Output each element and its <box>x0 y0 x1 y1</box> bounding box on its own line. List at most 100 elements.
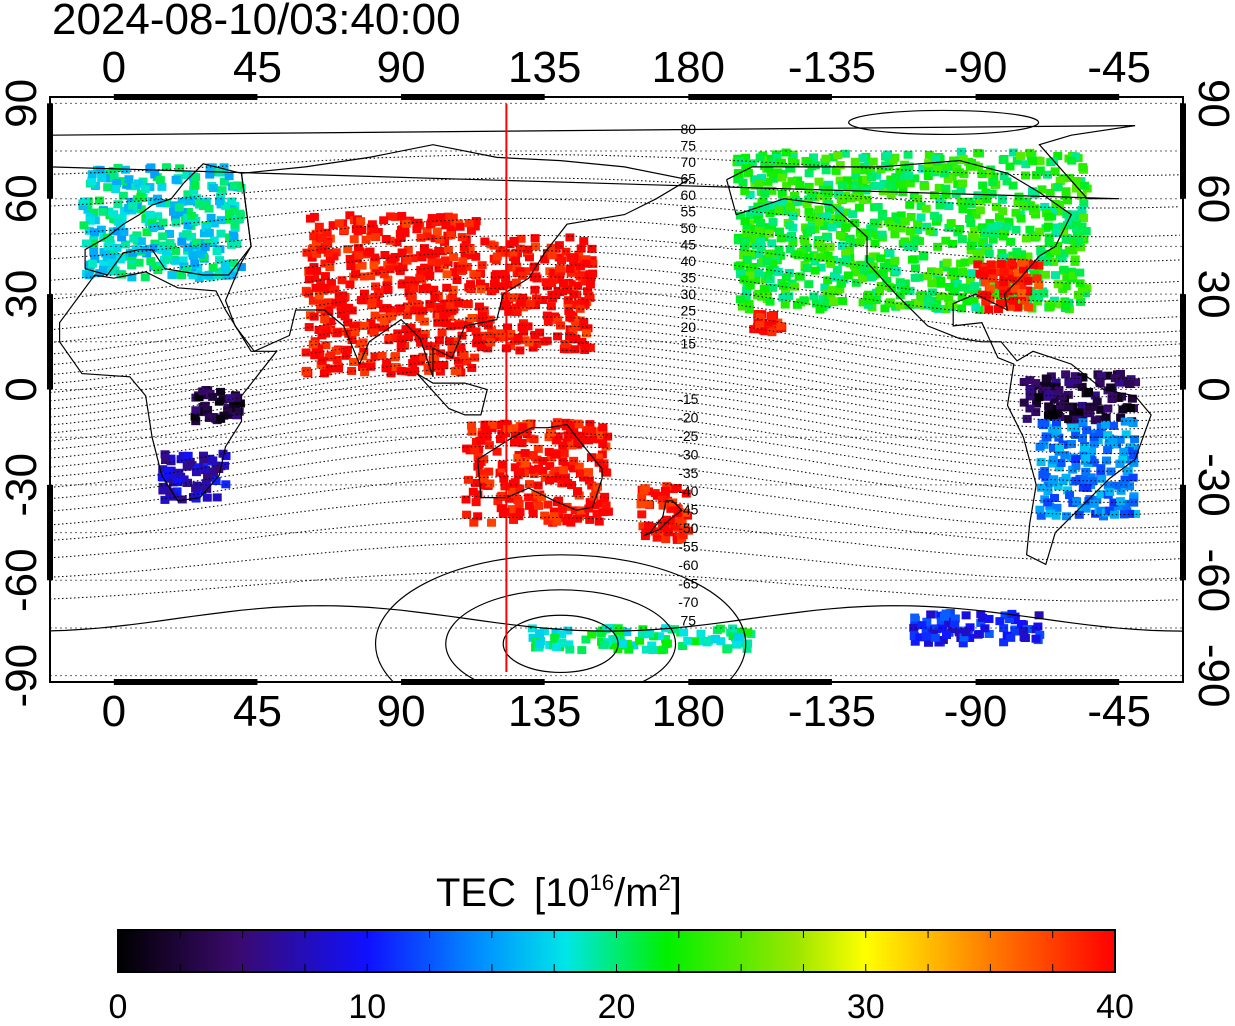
tec-cell <box>954 168 964 177</box>
tec-cell <box>377 351 387 360</box>
tec-cell <box>89 208 99 217</box>
tec-cell <box>153 212 163 221</box>
tec-cell <box>792 300 802 309</box>
tec-cell <box>818 295 828 304</box>
dip-label: -45 <box>678 502 698 518</box>
tec-cell <box>551 450 561 459</box>
tec-cell <box>513 333 523 342</box>
tec-cell <box>1035 156 1045 165</box>
tec-cell <box>175 164 185 173</box>
tec-cell <box>816 253 826 262</box>
tec-cell <box>872 230 882 239</box>
tec-cell <box>803 253 813 262</box>
tec-cell <box>305 214 315 223</box>
tec-cell <box>314 222 324 231</box>
tec-cell <box>484 441 494 450</box>
tec-cell <box>503 324 513 333</box>
tec-cell <box>402 256 412 265</box>
tec-cell <box>87 177 97 186</box>
tec-cell <box>108 258 118 267</box>
tec-cell <box>1071 423 1081 432</box>
tec-cell <box>1048 455 1058 464</box>
tec-cell <box>773 168 783 177</box>
tec-cell <box>674 516 684 525</box>
tec-cell <box>1021 234 1031 243</box>
tec-cell <box>886 190 896 199</box>
tec-cell <box>221 201 231 210</box>
tec-cell <box>553 316 563 325</box>
tec-cell <box>836 231 846 240</box>
tec-cell <box>196 250 206 259</box>
tec-cell <box>1039 289 1049 298</box>
tec-cell <box>423 342 433 351</box>
tec-cell <box>643 521 653 530</box>
tec-region <box>749 309 787 337</box>
tec-cell <box>767 223 777 232</box>
x-tick-label: -135 <box>788 43 876 92</box>
tec-cell <box>487 420 497 429</box>
tec-cell <box>190 492 200 501</box>
tec-cell <box>781 148 791 157</box>
tec-cell <box>972 287 982 296</box>
tec-cell <box>580 297 590 306</box>
tec-cell <box>534 464 544 473</box>
tec-cell <box>739 251 749 260</box>
tec-cell <box>858 195 868 204</box>
tec-cell <box>471 271 481 280</box>
tec-cell <box>408 254 418 263</box>
tec-cell <box>450 268 460 277</box>
tec-cell <box>1025 376 1035 385</box>
tec-cell <box>465 446 475 455</box>
tec-cell <box>187 232 197 241</box>
tec-cell <box>1076 243 1086 252</box>
tec-cell <box>1002 177 1012 186</box>
dip-contours <box>50 109 1180 682</box>
tec-cell <box>338 291 348 300</box>
tec-cell <box>471 327 481 336</box>
tec-cell <box>1100 420 1110 429</box>
tec-cell <box>524 493 534 502</box>
tec-cell <box>1008 296 1018 305</box>
tec-cell <box>1128 473 1138 482</box>
tec-cell <box>738 178 748 187</box>
tec-cell <box>557 479 567 488</box>
tec-cell <box>1129 458 1139 467</box>
tec-cell <box>666 504 676 513</box>
tec-cell <box>406 323 416 332</box>
dip-contour <box>50 177 1180 209</box>
tec-cell <box>1096 469 1106 478</box>
tec-cell <box>87 259 97 268</box>
tec-cell <box>191 238 201 247</box>
tec-cell <box>1056 458 1066 467</box>
tec-cell <box>214 197 224 206</box>
tec-cell <box>150 170 160 179</box>
tec-cell <box>768 266 778 275</box>
tec-cell <box>109 214 119 223</box>
tec-cell <box>771 321 781 330</box>
tec-cell <box>559 344 569 353</box>
tec-cell <box>599 640 609 649</box>
tec-cell <box>772 153 782 162</box>
y-tick-label: -30 <box>1189 453 1235 517</box>
tec-cell <box>1023 252 1033 261</box>
tec-cell <box>1016 619 1026 628</box>
tec-cell <box>895 278 905 287</box>
tec-cell <box>427 218 437 227</box>
tec-cell <box>1078 163 1088 172</box>
tec-cell <box>495 329 505 338</box>
tec-cell <box>1092 397 1102 406</box>
tec-cell <box>136 192 146 201</box>
tec-cell <box>513 431 523 440</box>
tec-cell <box>509 236 519 245</box>
tec-cell <box>1115 369 1125 378</box>
tec-cell <box>1067 156 1077 165</box>
tec-cell <box>978 181 988 190</box>
tec-cell <box>471 498 481 507</box>
tec-cell <box>529 273 539 282</box>
tec-cell <box>858 274 868 283</box>
tec-cell <box>203 473 213 482</box>
tec-cell <box>920 182 930 191</box>
tec-cell <box>370 253 380 262</box>
tec-cell <box>1025 404 1035 413</box>
tec-cell <box>757 174 767 183</box>
